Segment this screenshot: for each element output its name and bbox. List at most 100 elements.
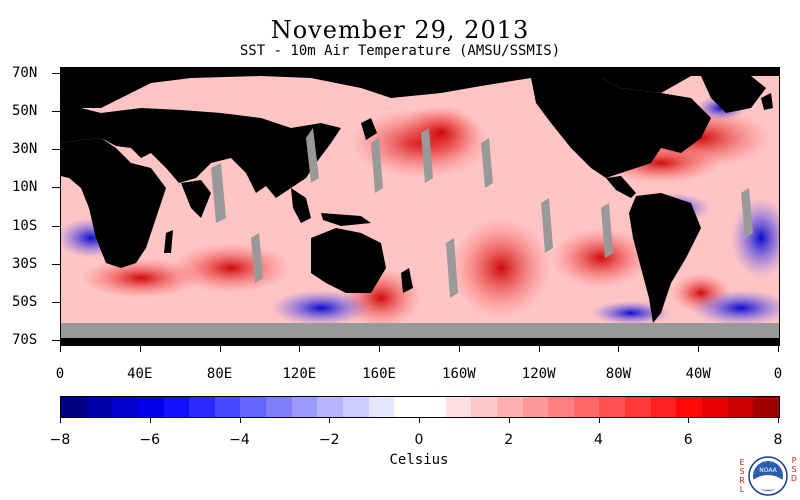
colorbar-swatch [291, 397, 318, 417]
colorbar-swatch [266, 397, 292, 417]
map-canvas [61, 68, 779, 345]
latitude-label: 30S [12, 255, 38, 272]
colorbar-tick-label: 2 [504, 432, 514, 448]
colorbar-swatch [625, 397, 651, 417]
latitude-label: 50N [12, 103, 38, 120]
psd-letter: P [791, 456, 797, 465]
latitude-tick [52, 225, 60, 227]
colorbar [60, 396, 780, 418]
colorbar-swatch [753, 397, 779, 417]
colorbar-tick-label: 8 [773, 432, 783, 448]
esrl-letter: L [739, 485, 745, 494]
colorbar-swatch [702, 397, 728, 417]
colorbar-tick [239, 417, 241, 423]
colorbar-swatch [240, 397, 267, 417]
latitude-tick [52, 263, 60, 265]
colorbar-swatch [368, 397, 395, 417]
colorbar-swatch [548, 397, 574, 417]
colorbar-tick-label: 0 [414, 432, 424, 448]
longitude-label: 40E [127, 366, 153, 382]
colorbar-swatch [61, 397, 87, 417]
colorbar-swatch [496, 397, 523, 417]
longitude-label: 120E [282, 366, 317, 382]
colorbar-swatch [419, 397, 446, 417]
land-masses [61, 68, 779, 323]
colorbar-swatch [214, 397, 241, 417]
longitude-label: 80W [605, 366, 632, 382]
noaa-logo-icon: NOAA [748, 456, 788, 496]
latitude-label: 50S [12, 293, 38, 310]
colorbar-swatch [343, 397, 369, 417]
colorbar-tick [508, 417, 510, 423]
colorbar-swatch [317, 397, 344, 417]
colorbar-tick-label: 6 [683, 432, 693, 448]
latitude-label: 70S [12, 332, 38, 348]
colorbar-tick [778, 417, 779, 423]
colorbar-tick [688, 417, 690, 423]
colorbar-swatch [599, 397, 626, 417]
longitude-label: 120W [521, 366, 556, 382]
latitude-tick [52, 111, 60, 113]
colorbar-tick-label: −8 [49, 432, 71, 448]
colorbar-swatch [137, 397, 164, 417]
latitude-label: 10S [12, 217, 38, 234]
sst-anomaly-map [60, 67, 780, 346]
longitude-tick [458, 344, 460, 352]
latitude-label: 10N [12, 179, 38, 196]
colorbar-swatch [189, 397, 215, 417]
colorbar-tick [419, 417, 420, 423]
colorbar-tick-label: −2 [318, 432, 340, 448]
longitude-tick [698, 344, 700, 352]
psd-letter: D [790, 474, 798, 483]
logo-text: NOAA [759, 467, 777, 474]
latitude-label: 30N [12, 141, 38, 158]
latitude-tick [52, 187, 60, 189]
longitude-tick [538, 344, 540, 352]
colorbar-swatch [471, 397, 497, 417]
colorbar-unit-label: Celsius [389, 452, 449, 468]
longitude-tick [379, 344, 381, 352]
longitude-label: 160W [442, 366, 476, 382]
esrl-letter: S [739, 467, 745, 476]
esrl-letter: E [739, 458, 745, 467]
colorbar-tick-label: −4 [229, 432, 250, 448]
longitude-label: 0 [55, 366, 65, 382]
colorbar-tick-label: −6 [139, 432, 161, 448]
latitude-label: 70N [12, 65, 38, 81]
antarctica-land [61, 338, 779, 345]
missing-data-swaths [211, 128, 753, 298]
colorbar-swatch [676, 397, 703, 417]
colorbar-swatch [86, 397, 113, 417]
colorbar-tick [60, 417, 61, 423]
colorbar-swatch [163, 397, 190, 417]
colorbar-swatch [522, 397, 549, 417]
longitude-tick [219, 344, 221, 352]
esrl-letter: R [739, 476, 745, 485]
psd-letter: S [791, 465, 797, 474]
latitude-tick [52, 149, 60, 151]
latitude-tick [52, 301, 60, 303]
colorbar-swatch [445, 397, 472, 417]
longitude-label: 40W [685, 366, 711, 382]
longitude-tick [139, 344, 141, 352]
colorbar-swatch [573, 397, 600, 417]
colorbar-tick [149, 417, 151, 423]
map-title: November 29, 2013 [270, 16, 530, 44]
colorbar-tick-label: 4 [594, 432, 603, 448]
longitude-label: 0 [773, 366, 783, 382]
colorbar-tick [329, 417, 331, 423]
colorbar-swatch [727, 397, 754, 417]
latitude-tick [52, 73, 60, 74]
colorbar-swatch [112, 397, 138, 417]
colorbar-tick [598, 417, 600, 423]
longitude-tick [618, 344, 620, 352]
longitude-tick [60, 344, 61, 352]
longitude-tick [778, 344, 779, 352]
longitude-label: 160E [362, 366, 396, 382]
colorbar-swatch [650, 397, 677, 417]
colorbar-swatch [394, 397, 420, 417]
latitude-tick [52, 340, 60, 341]
longitude-label: 80E [206, 366, 233, 382]
